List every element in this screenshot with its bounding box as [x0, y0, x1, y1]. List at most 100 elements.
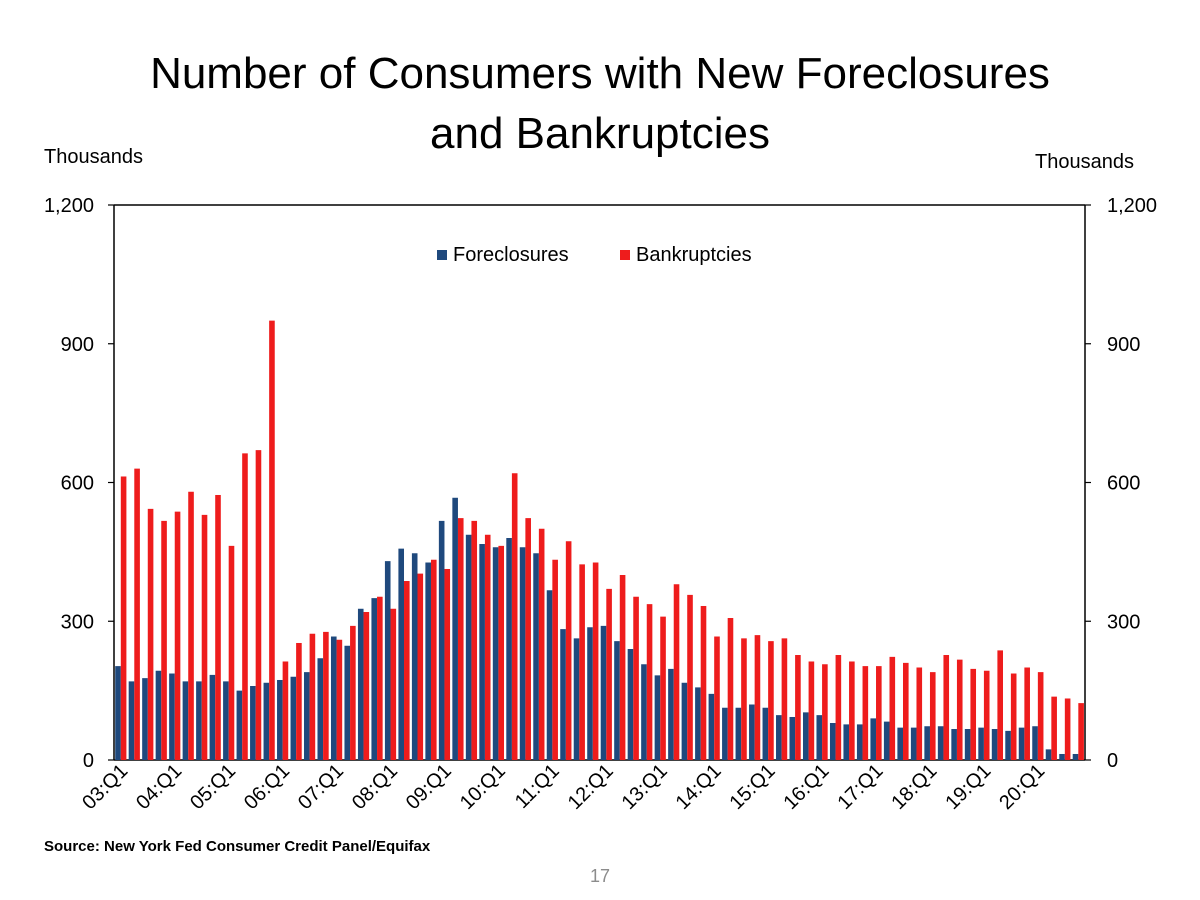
legend-swatch-foreclosures	[437, 250, 447, 260]
bankruptcies-bar	[120, 476, 127, 760]
bankruptcies-bar	[1078, 703, 1084, 760]
foreclosures-bar	[384, 561, 391, 760]
bankruptcies-bar	[430, 559, 437, 760]
bankruptcies-bar	[336, 639, 343, 760]
bankruptcies-bar	[781, 638, 788, 760]
foreclosures-bar	[317, 658, 324, 760]
x-tick-label: 20:Q1	[995, 760, 1049, 814]
x-tick-label: 15:Q1	[726, 760, 780, 814]
bankruptcies-bar	[201, 514, 208, 760]
foreclosures-bar	[438, 520, 445, 760]
bankruptcies-bar	[633, 596, 639, 760]
legend: Foreclosures Bankruptcies	[437, 244, 752, 266]
foreclosures-bar	[452, 497, 458, 760]
x-tick-label: 09:Q1	[402, 760, 456, 814]
bankruptcies-bar	[579, 564, 585, 760]
foreclosures-bar	[533, 553, 539, 760]
x-tick-label: 12:Q1	[564, 760, 618, 814]
foreclosures-bar	[641, 664, 647, 760]
bankruptcies-bar	[242, 453, 248, 760]
foreclosures-bar	[789, 716, 796, 760]
bankruptcies-bar	[862, 666, 869, 760]
foreclosures-bar	[357, 608, 364, 760]
bankruptcies-bar	[619, 575, 626, 760]
bankruptcies-bar	[646, 604, 653, 760]
foreclosures-bar	[196, 681, 202, 760]
foreclosures-bar	[1032, 726, 1038, 760]
bankruptcies-bar	[714, 636, 720, 760]
left-y-tick-label: 0	[83, 750, 94, 772]
bankruptcies-bar	[741, 638, 747, 760]
x-tick-label: 18:Q1	[887, 760, 941, 814]
bankruptcies-bar	[134, 468, 140, 760]
left-axis-unit-label: Thousands	[44, 146, 143, 168]
bankruptcies-bar	[417, 573, 424, 760]
bankruptcies-bar	[1024, 667, 1030, 760]
foreclosures-bar	[425, 562, 431, 760]
bankruptcies-bar	[390, 608, 397, 760]
bankruptcies-bar	[592, 562, 599, 760]
foreclosures-bar	[587, 627, 593, 760]
bankruptcies-bar	[673, 584, 680, 760]
foreclosures-bar	[829, 723, 836, 760]
bankruptcies-bar	[1064, 698, 1071, 760]
bankruptcies-bar	[282, 661, 289, 760]
bankruptcies-bar	[1010, 673, 1017, 760]
bankruptcies-bar	[768, 641, 774, 760]
foreclosures-bar	[465, 534, 472, 760]
bankruptcies-bar	[498, 545, 505, 760]
foreclosures-bar	[978, 727, 984, 760]
bankruptcies-bar	[849, 661, 855, 760]
foreclosures-bar	[1059, 753, 1065, 760]
bankruptcies-bar	[350, 625, 356, 760]
bankruptcies-bar	[457, 518, 464, 760]
foreclosures-bar	[304, 672, 310, 760]
bankruptcies-bar	[525, 518, 531, 760]
foreclosures-bar	[614, 641, 620, 760]
foreclosures-bar	[668, 668, 674, 760]
foreclosures-bar	[924, 726, 930, 760]
foreclosures-bar	[708, 693, 715, 760]
foreclosures-bar	[560, 629, 566, 760]
bankruptcies-bar	[687, 594, 693, 760]
bankruptcies-bar	[916, 667, 923, 760]
bankruptcies-bar	[147, 508, 154, 760]
x-tick-label: 14:Q1	[672, 760, 726, 814]
bankruptcies-bar	[174, 511, 181, 760]
foreclosures-bar	[695, 687, 701, 760]
bankruptcies-bar	[822, 664, 828, 760]
bankruptcies-bar	[511, 473, 518, 760]
bankruptcies-bar	[795, 655, 801, 760]
foreclosures-bar	[250, 686, 256, 760]
bankruptcies-bar	[444, 568, 451, 760]
bankruptcies-bar	[309, 633, 316, 760]
x-tick-label: 16:Q1	[779, 760, 833, 814]
x-tick-label: 06:Q1	[240, 760, 294, 814]
foreclosures-bar	[128, 681, 135, 760]
foreclosures-bar	[1005, 730, 1011, 760]
foreclosures-bar	[492, 547, 499, 760]
source-note: Source: New York Fed Consumer Credit Pan…	[44, 838, 431, 855]
foreclosures-bar	[371, 598, 378, 760]
bankruptcies-bar	[902, 662, 909, 760]
left-y-tick-label: 600	[61, 473, 94, 495]
right-y-tick-label: 1,200	[1107, 195, 1157, 217]
foreclosures-bar	[277, 679, 283, 760]
foreclosures-bar	[573, 638, 580, 760]
foreclosures-bar	[627, 649, 634, 760]
bankruptcies-bar	[188, 491, 194, 760]
bankruptcies-bar	[296, 642, 302, 760]
x-tick-label: 17:Q1	[833, 760, 887, 814]
right-y-tick-label: 300	[1107, 611, 1140, 633]
foreclosures-bar	[479, 544, 485, 760]
bankruptcies-bar	[889, 656, 896, 760]
bankruptcies-bar	[808, 661, 815, 760]
foreclosures-bar	[856, 724, 863, 760]
foreclosures-bar	[991, 729, 998, 760]
bankruptcies-bar	[269, 320, 275, 760]
left-y-tick-label: 1,200	[44, 195, 94, 217]
page-number: 17	[589, 866, 611, 886]
right-y-tick-label: 900	[1107, 334, 1140, 356]
x-tick-label: 11:Q1	[511, 760, 564, 813]
foreclosures-bar	[951, 729, 957, 760]
